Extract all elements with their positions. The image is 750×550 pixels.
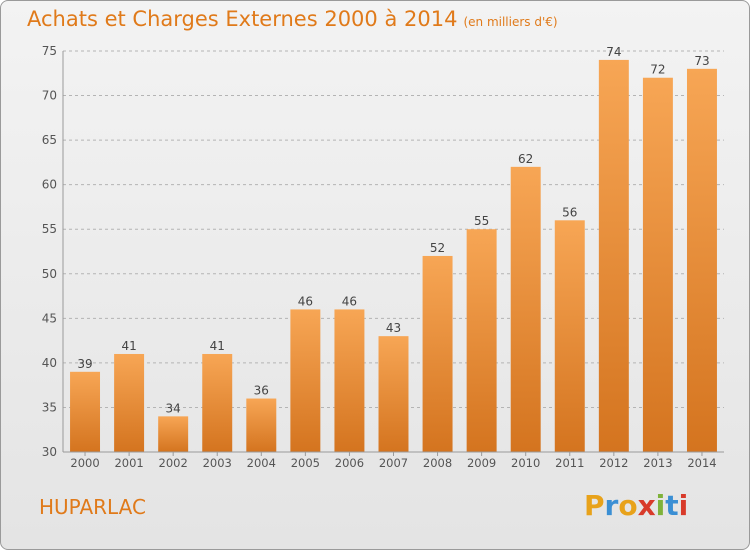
x-tick-label: 2008 bbox=[423, 456, 452, 470]
x-tick-label: 2004 bbox=[247, 456, 276, 470]
y-tick-label: 70 bbox=[42, 89, 57, 103]
y-tick-label: 35 bbox=[42, 400, 57, 414]
bar-2003 bbox=[202, 353, 233, 452]
brand-letter: i bbox=[655, 489, 666, 522]
bar-value-label: 36 bbox=[254, 384, 269, 398]
bar-2008 bbox=[422, 255, 453, 452]
bar-2002 bbox=[158, 416, 189, 452]
bar-value-label: 43 bbox=[386, 321, 401, 335]
location-label: HUPARLAC bbox=[39, 495, 146, 519]
bar-value-label: 73 bbox=[694, 54, 709, 68]
chart-subtitle: (en milliers d'€) bbox=[463, 15, 558, 29]
bar-2000 bbox=[70, 371, 101, 452]
bar-2013 bbox=[642, 77, 673, 452]
x-tick-label: 2010 bbox=[511, 456, 540, 470]
bar-value-label: 41 bbox=[121, 339, 136, 353]
x-tick-label: 2006 bbox=[335, 456, 364, 470]
brand-letter: r bbox=[604, 489, 619, 522]
y-tick-label: 60 bbox=[42, 178, 57, 192]
brand-letter: t bbox=[665, 489, 679, 522]
bar-value-label: 62 bbox=[518, 152, 533, 166]
chart-title: Achats et Charges Externes 2000 à 2014 (e… bbox=[27, 7, 558, 31]
y-tick-label: 45 bbox=[42, 311, 57, 325]
bar-value-label: 52 bbox=[430, 241, 445, 255]
bar-layer bbox=[70, 59, 717, 453]
chart-title-text: Achats et Charges Externes 2000 à 2014 bbox=[27, 7, 458, 31]
bar-value-label: 46 bbox=[342, 294, 357, 308]
bar-value-label: 56 bbox=[562, 205, 577, 219]
axis-layer: 30 35 40 45 50 55 60 65 70 75 39 2000 41 2001 34 2002 41… bbox=[42, 44, 724, 470]
bar-value-label: 41 bbox=[210, 339, 225, 353]
y-tick-label: 65 bbox=[42, 133, 57, 147]
bar-2006 bbox=[334, 309, 365, 452]
brand-letter: i bbox=[678, 489, 689, 522]
y-tick-label: 40 bbox=[42, 356, 57, 370]
x-tick-label: 2011 bbox=[555, 456, 584, 470]
x-tick-label: 2000 bbox=[70, 456, 99, 470]
x-tick-label: 2007 bbox=[379, 456, 408, 470]
bar-value-label: 72 bbox=[650, 63, 665, 77]
bar-value-label: 74 bbox=[606, 45, 621, 59]
y-tick-label: 75 bbox=[42, 44, 57, 58]
bar-2007 bbox=[378, 336, 409, 452]
bar-2014 bbox=[686, 68, 717, 453]
bar-2011 bbox=[554, 220, 585, 452]
x-tick-label: 2009 bbox=[467, 456, 496, 470]
bar-2004 bbox=[246, 398, 277, 452]
x-tick-label: 2003 bbox=[203, 456, 232, 470]
bar-2001 bbox=[114, 353, 145, 452]
x-tick-label: 2012 bbox=[599, 456, 628, 470]
x-tick-label: 2013 bbox=[643, 456, 672, 470]
bar-value-label: 55 bbox=[474, 214, 489, 228]
bar-2005 bbox=[290, 309, 321, 452]
proxiti-logo: Proxiti bbox=[584, 489, 688, 522]
y-tick-label: 30 bbox=[42, 445, 57, 459]
y-tick-label: 50 bbox=[42, 267, 57, 281]
bar-value-label: 34 bbox=[166, 401, 181, 415]
brand-letter: x bbox=[637, 489, 656, 522]
y-tick-label: 55 bbox=[42, 222, 57, 236]
x-tick-label: 2002 bbox=[159, 456, 188, 470]
bar-2009 bbox=[466, 229, 497, 452]
bar-2012 bbox=[598, 59, 629, 453]
bar-2010 bbox=[510, 166, 541, 452]
brand-letter: P bbox=[584, 489, 605, 522]
x-tick-label: 2005 bbox=[291, 456, 320, 470]
brand-letter: o bbox=[618, 489, 638, 522]
bar-value-label: 46 bbox=[298, 294, 313, 308]
x-tick-label: 2014 bbox=[687, 456, 716, 470]
bar-value-label: 39 bbox=[77, 357, 92, 371]
x-tick-label: 2001 bbox=[114, 456, 143, 470]
